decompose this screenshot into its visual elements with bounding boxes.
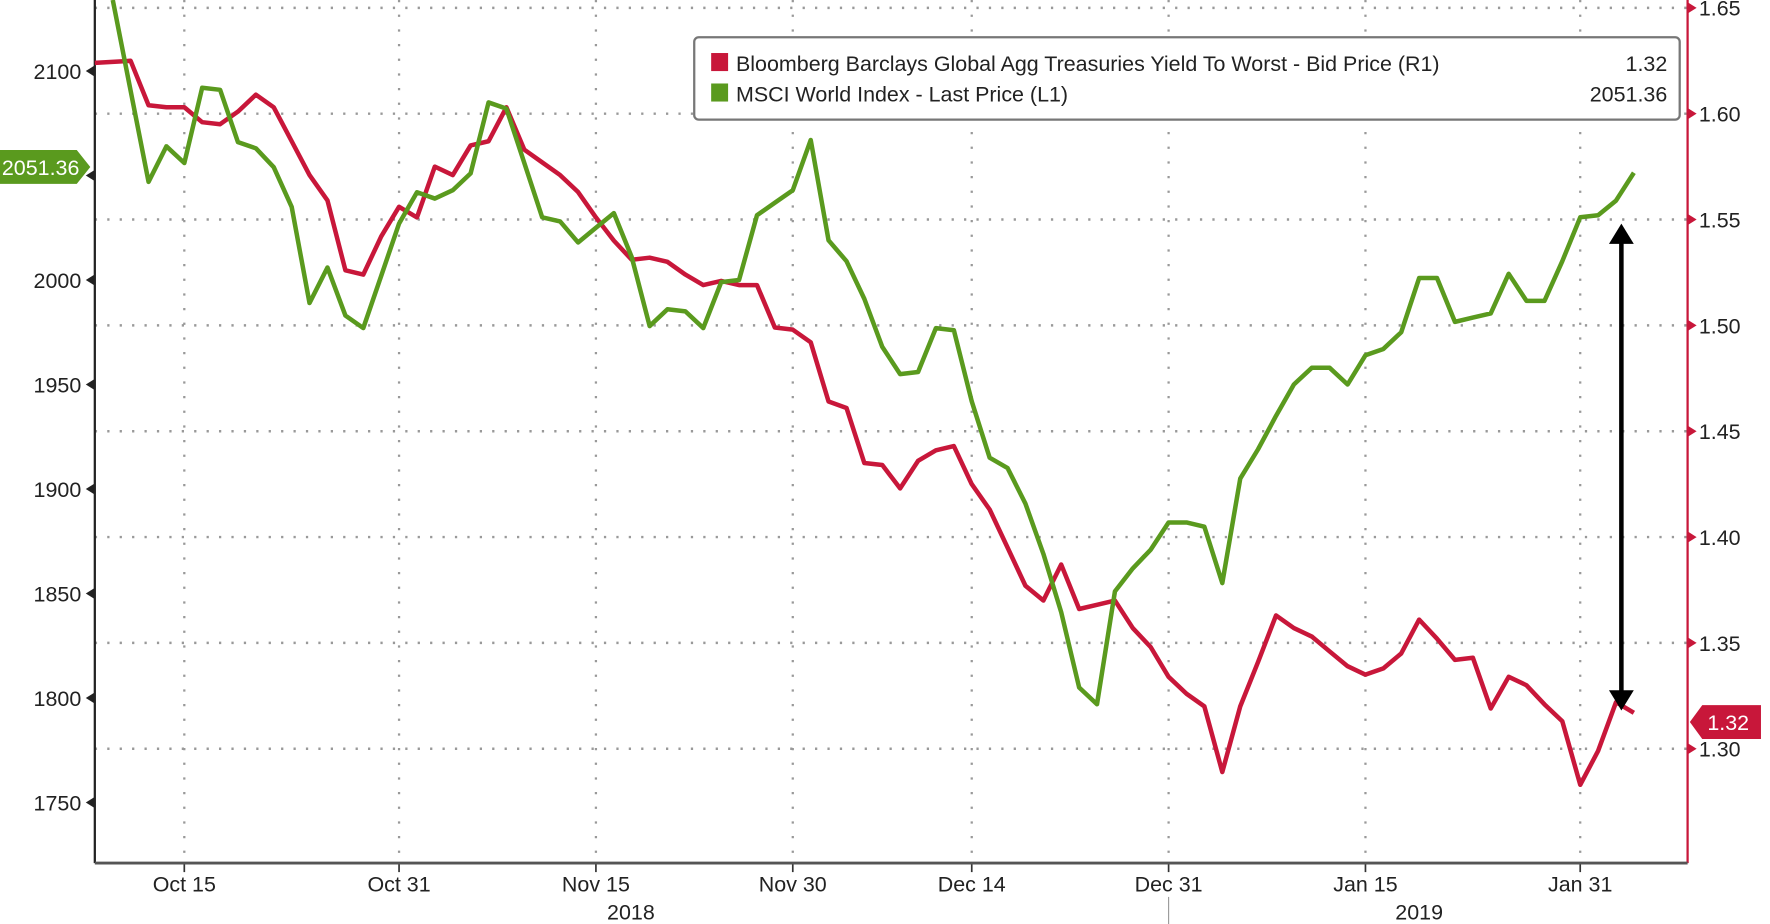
legend-label-msci: MSCI World Index - Last Price (L1) — [736, 83, 1068, 107]
left-tick-mark — [85, 65, 95, 77]
x-tick-label: Nov 30 — [759, 872, 827, 896]
x-tick-label: Oct 15 — [153, 872, 216, 896]
x-tick-label: Jan 15 — [1333, 872, 1397, 896]
x-tick-label: Dec 31 — [1135, 872, 1203, 896]
right-value-badge — [1689, 705, 1761, 739]
right-tick-label: 1.40 — [1699, 526, 1741, 550]
axes: 1.65 1.60 1.55 1.50 1.45 1.40 1.35 1.30 Oct 15 Oc… — [34, 0, 1741, 924]
left-tick-label: 1750 — [34, 791, 82, 815]
year-label: 2019 — [1395, 900, 1443, 924]
legend-label-treasuries: Bloomberg Barclays Global Agg Treasuries… — [736, 52, 1440, 76]
arrow-head-up — [1608, 223, 1634, 244]
right-tick-mark — [1687, 425, 1697, 437]
legend: Bloomberg Barclays Global Agg Treasuries… — [693, 36, 1681, 121]
left-tick-mark — [85, 274, 95, 286]
series-lines — [94, 0, 1636, 788]
year-label: 2018 — [607, 900, 655, 924]
left-tick-mark — [85, 587, 95, 600]
left-tick-label: 1950 — [34, 373, 82, 397]
right-tick-label: 1.65 — [1699, 0, 1741, 21]
left-tick-label: 1800 — [34, 687, 82, 711]
left-tick-label: 2000 — [34, 269, 82, 293]
right-tick-mark — [1687, 637, 1697, 649]
legend-value-treasuries: 1.32 — [1626, 52, 1668, 76]
x-tick-label: Oct 31 — [367, 872, 430, 896]
left-tick-label: 2100 — [34, 60, 82, 84]
legend-swatch-msci — [711, 83, 729, 102]
left-tick-mark — [85, 378, 95, 391]
double-arrow-annotation — [1608, 223, 1634, 711]
x-tick-label: Nov 15 — [562, 872, 630, 896]
left-tick-label: 1850 — [34, 582, 82, 606]
right-tick-label: 1.60 — [1699, 103, 1741, 127]
left-tick-label: 1900 — [34, 478, 82, 502]
msci-world-line — [110, 0, 1636, 707]
left-tick-mark — [85, 796, 95, 809]
x-tick-label: Dec 14 — [938, 872, 1006, 896]
value-badges: 2051.36 1.32 — [0, 150, 1761, 739]
treasuries-yield-line — [94, 58, 1636, 788]
right-tick-mark — [1687, 743, 1697, 755]
left-tick-mark — [85, 692, 95, 704]
right-tick-mark — [1687, 2, 1697, 14]
grid — [94, 0, 1688, 864]
right-tick-label: 1.50 — [1699, 314, 1741, 338]
right-tick-mark — [1687, 319, 1697, 332]
right-tick-mark — [1687, 108, 1697, 120]
right-tick-label: 1.55 — [1699, 208, 1741, 232]
right-tick-mark — [1687, 213, 1697, 226]
left-tick-mark — [85, 483, 95, 495]
legend-box — [693, 36, 1681, 121]
right-tick-label: 1.30 — [1699, 738, 1741, 762]
x-tick-label: Jan 31 — [1548, 872, 1612, 896]
right-tick-label: 1.35 — [1699, 632, 1741, 656]
legend-value-msci: 2051.36 — [1590, 83, 1668, 107]
legend-swatch-treasuries — [711, 53, 729, 72]
left-tick-mark — [85, 169, 95, 182]
arrow-head-down — [1608, 690, 1634, 711]
right-tick-mark — [1687, 531, 1697, 543]
left-value-badge — [0, 150, 91, 184]
left-value-badge-text: 2051.36 — [2, 156, 80, 180]
right-value-badge-text: 1.32 — [1707, 711, 1749, 735]
right-tick-label: 1.45 — [1699, 420, 1741, 444]
